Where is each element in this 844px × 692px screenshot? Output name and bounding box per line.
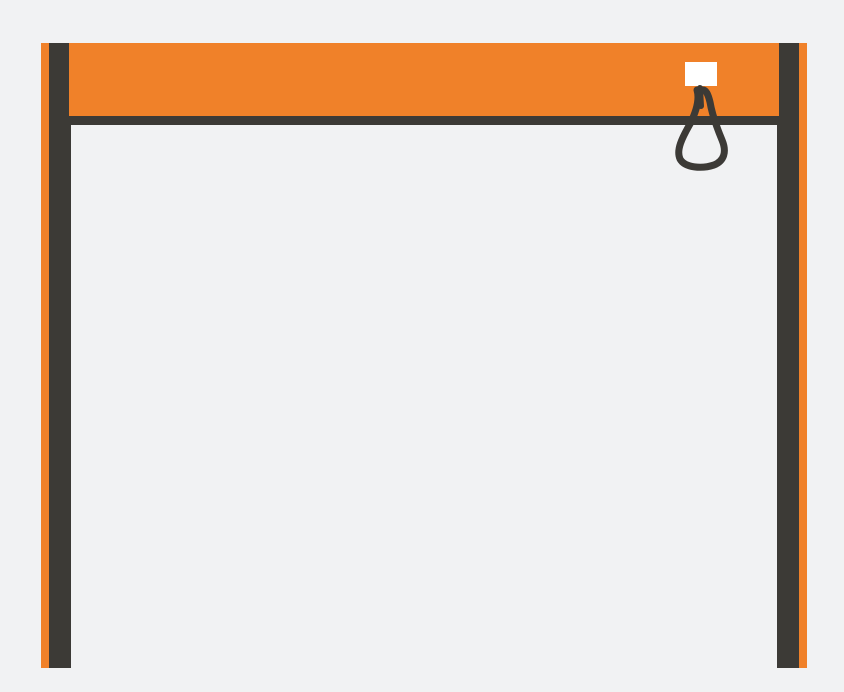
top-crossbar bbox=[69, 43, 779, 118]
hook-stem bbox=[697, 85, 704, 109]
left-post bbox=[49, 43, 71, 668]
right-post bbox=[777, 43, 801, 668]
crossbar-bottom-line bbox=[69, 116, 779, 125]
right-post-orange-edge bbox=[799, 43, 807, 668]
hook-clip bbox=[685, 62, 717, 86]
hook-loop bbox=[675, 86, 728, 171]
loop-hook-icon bbox=[675, 62, 728, 171]
left-post-orange-edge bbox=[41, 43, 51, 668]
